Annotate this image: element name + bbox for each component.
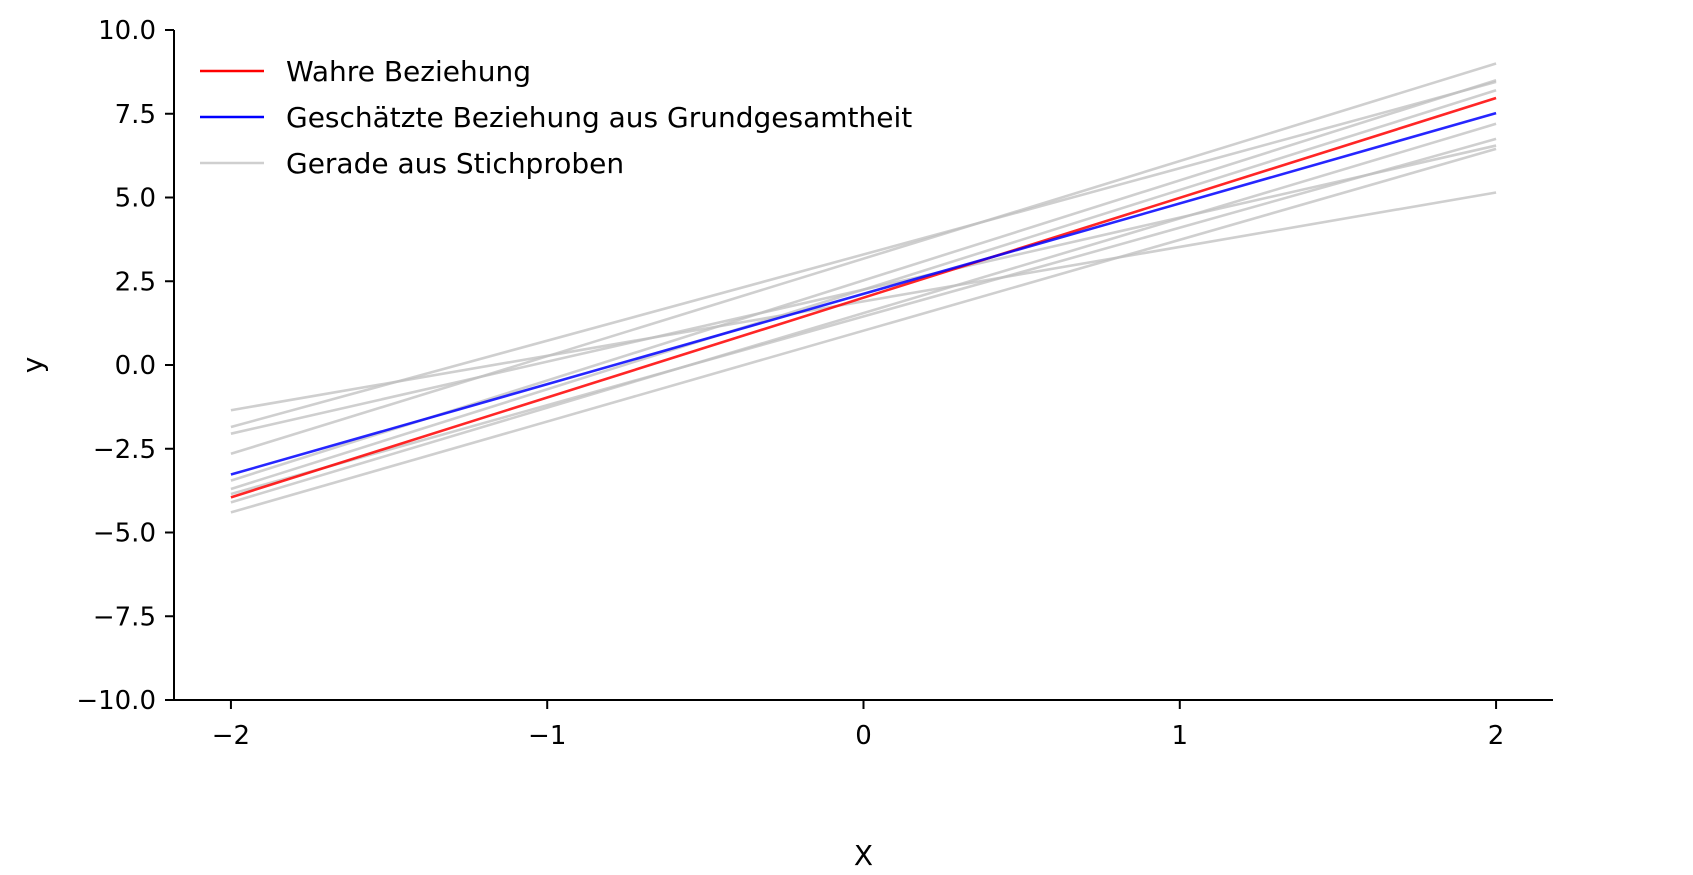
x-axis-title: X [854, 839, 873, 872]
y-tick-label: −2.5 [93, 435, 156, 465]
axes: −10.0 −7.5 −5.0 −2.5 0.0 2.5 5.0 7.5 10.0 −2 −1 0 1… [16, 16, 1553, 872]
estimated-relationship-line [230, 111, 1497, 476]
y-tick-label: 10.0 [98, 16, 156, 46]
x-ticks: −2 −1 0 1 2 [212, 700, 1505, 751]
y-tick-label: −10.0 [76, 686, 156, 716]
true-relationship-line [230, 96, 1497, 499]
legend: Wahre Beziehung Geschätzte Beziehung aus … [200, 55, 912, 180]
y-tick-label: 5.0 [115, 184, 156, 214]
y-ticks: −10.0 −7.5 −5.0 −2.5 0.0 2.5 5.0 7.5 10.0 [76, 16, 174, 716]
sample-line [230, 122, 1497, 504]
x-tick-label: −2 [212, 721, 250, 751]
y-tick-label: −5.0 [93, 519, 156, 549]
sample-line [230, 147, 1497, 514]
series-lines [230, 62, 1497, 514]
legend-label: Wahre Beziehung [286, 55, 531, 88]
sample-line [230, 137, 1497, 496]
sample-line [230, 89, 1497, 491]
x-tick-label: −1 [528, 721, 566, 751]
sample-line [230, 62, 1497, 456]
y-tick-label: 7.5 [115, 100, 156, 130]
y-tick-label: 0.0 [115, 351, 156, 381]
y-tick-label: −7.5 [93, 602, 156, 632]
sample-line [230, 191, 1497, 412]
y-axis-title: y [16, 357, 49, 374]
x-tick-label: 2 [1488, 721, 1505, 751]
legend-label: Geschätzte Beziehung aus Grundgesamtheit [286, 101, 912, 134]
sample-line [230, 80, 1497, 429]
x-tick-label: 1 [1172, 721, 1189, 751]
legend-label: Gerade aus Stichproben [286, 147, 624, 180]
x-tick-label: 0 [855, 721, 872, 751]
y-tick-label: 2.5 [115, 267, 156, 297]
